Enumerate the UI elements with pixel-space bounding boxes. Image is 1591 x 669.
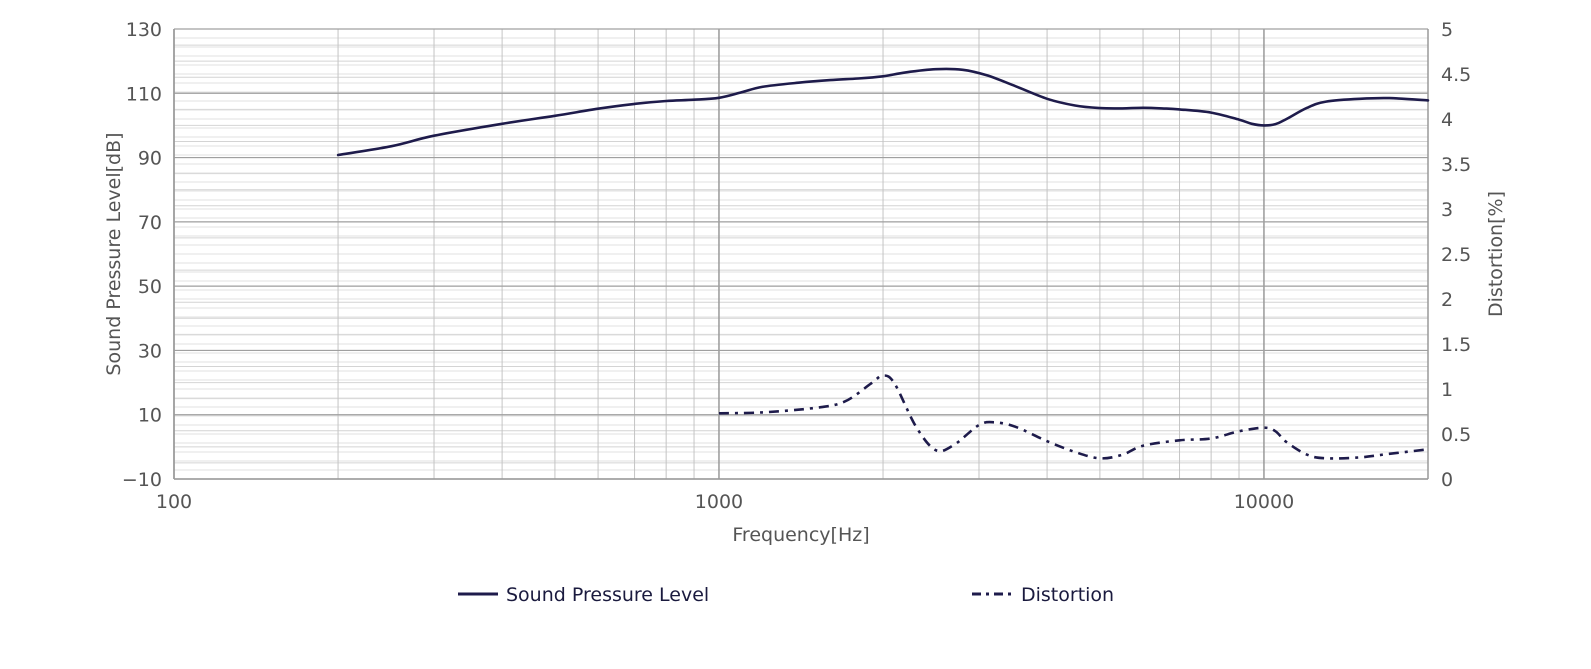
y-tick-label: 110	[126, 83, 162, 105]
y2-tick-label: 2.5	[1441, 244, 1471, 266]
y-tick-label: 10	[138, 405, 162, 427]
x-tick-label: 100	[156, 491, 192, 513]
y2-tick-label: 4.5	[1441, 64, 1471, 86]
minor-gridlines	[174, 28, 1429, 480]
legend-label-sound-pressure-level: Sound Pressure Level	[506, 584, 709, 606]
legend-label-distortion: Distortion	[1021, 584, 1114, 606]
y2-tick-label: 4	[1441, 109, 1453, 131]
y2-tick-label: 1	[1441, 379, 1453, 401]
y-tick-label: 50	[138, 276, 162, 298]
y-tick-label: 130	[126, 19, 162, 41]
y2-tick-label: 3.5	[1441, 154, 1471, 176]
y2-tick-label: 0.5	[1441, 424, 1471, 446]
y2-tick-label: 3	[1441, 199, 1453, 221]
y2-tick-label: 2	[1441, 289, 1453, 311]
tick-labels: −10 10 30 50 70 90 110 130 0 0.5 1 1.5 2 2.5 3 3.5 4 4.5 5…	[122, 19, 1471, 513]
y-axis-title: Sound Pressure Level[dB]	[103, 132, 125, 375]
x-axis-title: Frequency[Hz]	[732, 524, 869, 546]
y2-tick-label: 5	[1441, 19, 1453, 41]
x-tick-label: 10000	[1234, 491, 1294, 513]
x-tick-label: 1000	[695, 491, 743, 513]
legend: Sound Pressure Level Distortion	[458, 584, 1114, 606]
series-layer	[336, 67, 1430, 460]
major-gridlines	[173, 28, 1429, 480]
y2-axis-title: Distortion[%]	[1485, 191, 1507, 317]
series-line-sound-pressure-level	[336, 67, 1430, 157]
y-tick-label: 30	[138, 340, 162, 362]
y-tick-label: −10	[122, 469, 162, 491]
y-tick-label: 70	[138, 212, 162, 234]
y2-tick-label: 1.5	[1441, 334, 1471, 356]
y-tick-label: 90	[138, 148, 162, 170]
y2-tick-label: 0	[1441, 469, 1453, 491]
series-line-distortion	[718, 374, 1429, 460]
